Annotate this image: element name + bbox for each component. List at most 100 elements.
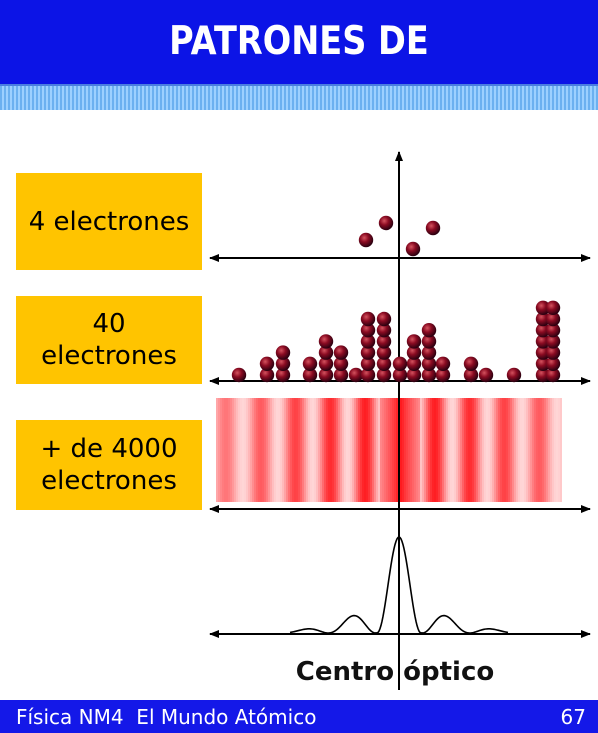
- fringe-stripe: [482, 398, 484, 502]
- fringe-stripe: [216, 398, 218, 502]
- fringe-stripe: [356, 398, 358, 502]
- electron-dot: [545, 345, 561, 360]
- electron-dot: [360, 311, 376, 327]
- title-bar: [0, 0, 598, 84]
- fringe-stripe: [518, 398, 520, 502]
- fringe-stripe: [510, 398, 512, 502]
- electron-dot: [259, 367, 275, 383]
- fringe-stripe: [302, 398, 304, 502]
- fringe-stripe: [498, 398, 500, 502]
- fringe-stripe: [468, 398, 470, 502]
- fringe-stripe: [538, 398, 540, 502]
- electron-dot: [425, 220, 441, 236]
- fringe-stripe: [448, 398, 450, 502]
- electron-dot: [435, 356, 451, 371]
- fringe-stripe: [442, 398, 444, 502]
- electron-dot: [421, 367, 437, 383]
- fringe-stripe: [228, 398, 230, 502]
- electron-dot: [376, 311, 392, 327]
- electron-dot: [318, 334, 334, 349]
- page-title: PATRONES DE INTERFERENCIA: [150, 19, 448, 148]
- fringe-stripe: [244, 398, 246, 502]
- fringe-stripe: [408, 398, 410, 502]
- electron-dot: [421, 323, 437, 338]
- fringe-stripe: [420, 398, 422, 502]
- electron-dot: [360, 367, 376, 383]
- fringe-stripe: [330, 398, 332, 502]
- fringe-stripe: [354, 398, 356, 502]
- fringe-stripe: [558, 398, 560, 502]
- fringe-pattern: [216, 398, 562, 502]
- fringe-stripe: [494, 398, 496, 502]
- fringe-stripe: [544, 398, 546, 502]
- fringe-stripe: [236, 398, 238, 502]
- electron-dot: [376, 367, 392, 383]
- electron-dot: [318, 356, 334, 371]
- label-40-electrons: 40 electrones: [16, 296, 202, 384]
- fringe-stripe: [492, 398, 494, 502]
- fringe-stripe: [488, 398, 490, 502]
- fringe-stripe: [238, 398, 240, 502]
- fringe-stripe: [458, 398, 460, 502]
- fringe-stripe: [412, 398, 414, 502]
- electron-dot: [302, 367, 318, 383]
- fringe-stripe: [386, 398, 388, 502]
- fringe-stripe: [490, 398, 492, 502]
- fringe-stripe: [428, 398, 430, 502]
- electron-dot: [376, 334, 392, 349]
- fringe-stripe: [430, 398, 432, 502]
- fringe-stripe: [548, 398, 550, 502]
- fringe-stripe: [254, 398, 256, 502]
- fringe-stripe: [250, 398, 252, 502]
- electron-dot: [535, 345, 551, 360]
- fringe-stripe: [514, 398, 516, 502]
- fringe-stripe: [388, 398, 390, 502]
- electron-dot: [333, 367, 349, 383]
- fringe-stripe: [222, 398, 224, 502]
- fringe-stripe: [542, 398, 544, 502]
- electron-dot: [535, 334, 551, 349]
- fringe-stripe: [374, 398, 376, 502]
- electron-dot: [545, 311, 561, 327]
- electron-dot: [360, 323, 376, 338]
- fringe-stripe: [552, 398, 554, 502]
- label-4-electrons: 4 electrones: [16, 173, 202, 270]
- fringe-stripe: [342, 398, 344, 502]
- fringe-stripe: [316, 398, 318, 502]
- electron-dot: [333, 345, 349, 360]
- electrons-40-group: [231, 300, 561, 383]
- fringe-stripe: [392, 398, 394, 502]
- fringe-stripe: [294, 398, 296, 502]
- electron-dot: [545, 356, 561, 371]
- fringe-stripe: [466, 398, 468, 502]
- fringe-stripe: [534, 398, 536, 502]
- fringe-stripe: [432, 398, 434, 502]
- footer-course: Física NM4 El Mundo Atómico: [16, 705, 317, 729]
- fringe-stripe: [288, 398, 290, 502]
- fringe-stripe: [360, 398, 362, 502]
- fringe-stripe: [344, 398, 346, 502]
- fringe-stripe: [472, 398, 474, 502]
- fringe-stripe: [298, 398, 300, 502]
- electron-dot: [535, 300, 551, 315]
- fringe-stripe: [306, 398, 308, 502]
- label-40-electrons-text: 40 electrones: [41, 309, 177, 371]
- fringe-stripe: [262, 398, 264, 502]
- fringe-stripe: [324, 398, 326, 502]
- fringe-stripe: [372, 398, 374, 502]
- fringe-stripe: [528, 398, 530, 502]
- fringe-stripe: [410, 398, 412, 502]
- fringe-stripe: [470, 398, 472, 502]
- fringe-stripe: [248, 398, 250, 502]
- fringe-stripe: [314, 398, 316, 502]
- fringe-stripe: [218, 398, 220, 502]
- fringe-stripe: [416, 398, 418, 502]
- fringe-stripe: [232, 398, 234, 502]
- fringe-stripe: [418, 398, 420, 502]
- fringe-stripe: [452, 398, 454, 502]
- electron-dot: [545, 300, 561, 315]
- electron-dot: [406, 334, 422, 349]
- fringe-stripe: [484, 398, 486, 502]
- fringe-stripe: [414, 398, 416, 502]
- electron-dot: [358, 232, 374, 248]
